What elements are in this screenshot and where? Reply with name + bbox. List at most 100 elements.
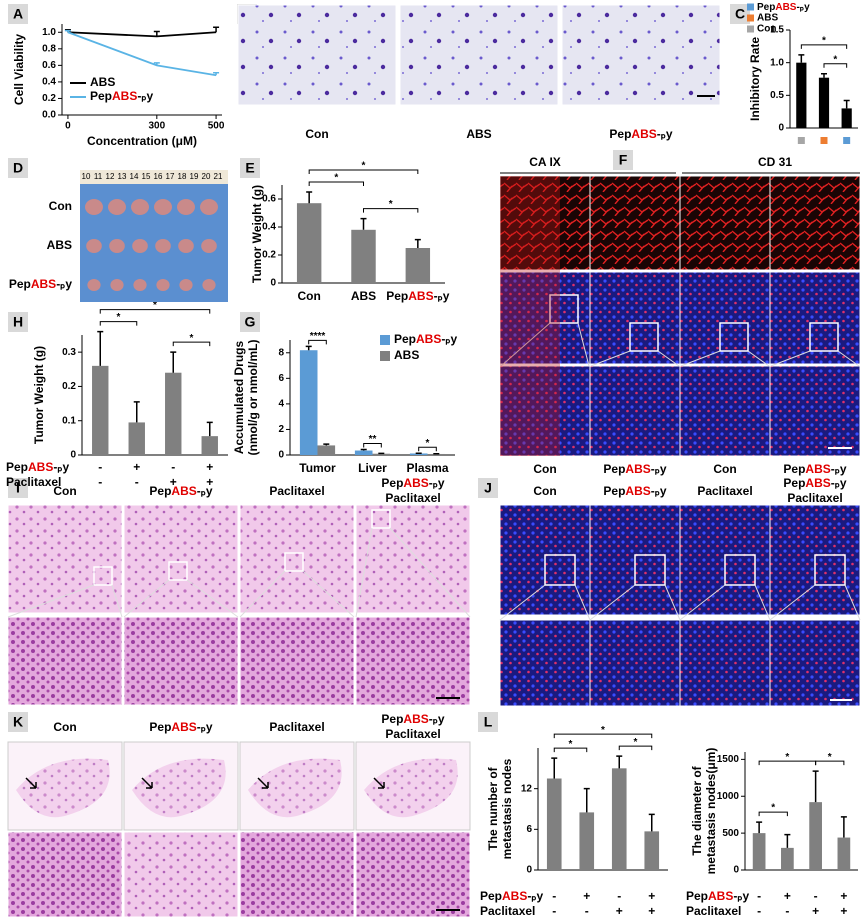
treatment-sign: -: [552, 889, 556, 903]
panel-letter-box: [8, 712, 28, 732]
x-tick-label: 0: [65, 121, 71, 132]
y-tick-label: 6: [526, 824, 532, 835]
y-tick-label: 1.5: [770, 25, 784, 36]
treatment-name: PepABS-ₚy: [686, 889, 749, 903]
micrograph: [499, 365, 591, 457]
bar: [579, 812, 595, 870]
micrograph: [7, 616, 123, 706]
y-axis-label: (nmol/g or nmol/mL): [246, 340, 260, 456]
micrograph: [355, 504, 471, 614]
image-label: PepABS-ₚy: [603, 462, 666, 476]
significance-label: *: [362, 161, 366, 172]
bar: [781, 847, 794, 870]
zoom-line: [355, 527, 471, 618]
y-tick-label: 1500: [717, 754, 740, 765]
arrow: [141, 777, 153, 789]
tumor: [200, 199, 218, 215]
column-header: Paclitaxel: [787, 491, 842, 505]
treatment-sign: +: [206, 475, 213, 489]
column-header: Paclitaxel: [385, 491, 440, 505]
y-tick-label: 0: [778, 123, 784, 134]
y-tick-label: 12: [521, 783, 533, 794]
error-bar: [414, 238, 421, 248]
lung-tissue: [248, 758, 342, 818]
micrograph: [499, 175, 591, 271]
bar: [809, 802, 822, 870]
bar: [611, 768, 627, 870]
error-bar: [97, 330, 104, 366]
treatment-sign: +: [583, 889, 590, 903]
panel-letter-box: [8, 158, 28, 178]
legend-swatch: [747, 25, 754, 33]
micrograph: [355, 831, 471, 918]
tumor: [87, 279, 101, 291]
error-bar: [170, 351, 177, 373]
bar: [201, 436, 218, 455]
treatment-name: Paclitaxel: [6, 475, 61, 489]
panel-letter: A: [13, 6, 23, 22]
bar: [818, 77, 830, 128]
panel-letter: E: [245, 160, 254, 176]
bar: [837, 837, 851, 870]
bar: [92, 365, 109, 455]
significance-bracket: [99, 309, 211, 314]
treatment-name: PepABS-ₚy: [6, 460, 69, 474]
error-bar: [64, 29, 71, 33]
significance-label: *: [334, 173, 338, 184]
column-header: PepABS-ₚy: [149, 720, 212, 734]
panel-letter-box: [8, 478, 28, 498]
treatment-sign: +: [133, 460, 140, 474]
bar: [296, 203, 322, 283]
significance-label: *: [117, 312, 121, 323]
arrow: [373, 777, 385, 789]
micrograph: [769, 175, 861, 271]
column-header: PepABS-ₚy: [603, 484, 666, 498]
bar: [128, 422, 145, 455]
y-axis-label: Tumor Weight (g): [250, 185, 264, 283]
zoom-line: [769, 584, 861, 621]
tumor: [132, 239, 148, 253]
lung-tissue: [16, 758, 110, 818]
error-bar: [133, 401, 140, 423]
legend-label: PepABS-ₚy: [90, 89, 153, 103]
legend-swatch: [380, 335, 390, 345]
legend-swatch: [380, 351, 390, 361]
column-header: Paclitaxel: [697, 484, 752, 498]
column-header: Con: [53, 720, 76, 734]
significance-label: *: [833, 54, 837, 65]
y-axis-label: Inhibitory Rate: [748, 37, 762, 121]
significance-bracket: [308, 169, 419, 174]
bar: [351, 229, 376, 283]
column-header: PepABS-ₚy: [149, 484, 212, 498]
column-header: PepABS-ₚy: [381, 712, 444, 726]
y-tick-label: 6: [278, 373, 284, 384]
y-tick-label: 500: [722, 828, 739, 839]
lung-tissue: [132, 758, 226, 818]
x-tick-label: ABS: [351, 289, 376, 303]
significance-bracket: [553, 747, 588, 753]
panel-letter: G: [245, 314, 256, 330]
tumor: [86, 239, 102, 253]
error-bar: [360, 448, 367, 451]
zoom-box: [371, 509, 391, 529]
bar: [354, 450, 373, 455]
significance-bracket: [553, 733, 653, 739]
y-tick-label: 0.2: [262, 250, 276, 261]
y-tick-label: 0: [526, 865, 532, 876]
treatment-sign: +: [170, 475, 177, 489]
micrograph: [679, 271, 771, 365]
panel-letter: D: [13, 160, 23, 176]
bar: [644, 831, 660, 870]
error-bar: [360, 217, 367, 230]
zoom-line: [499, 584, 591, 621]
significance-bracket: [172, 341, 211, 347]
error-bar: [306, 191, 313, 204]
x-axis-label: Concentration (μM): [87, 134, 197, 148]
zoom-box: [284, 552, 304, 572]
zoom-line: [590, 350, 680, 367]
column-header: CD 31: [758, 155, 792, 169]
y-tick-label: 1000: [717, 791, 740, 802]
image-label: PepABS-ₚy: [783, 462, 846, 476]
ruler-number: 18: [178, 172, 187, 181]
bar: [752, 833, 766, 870]
